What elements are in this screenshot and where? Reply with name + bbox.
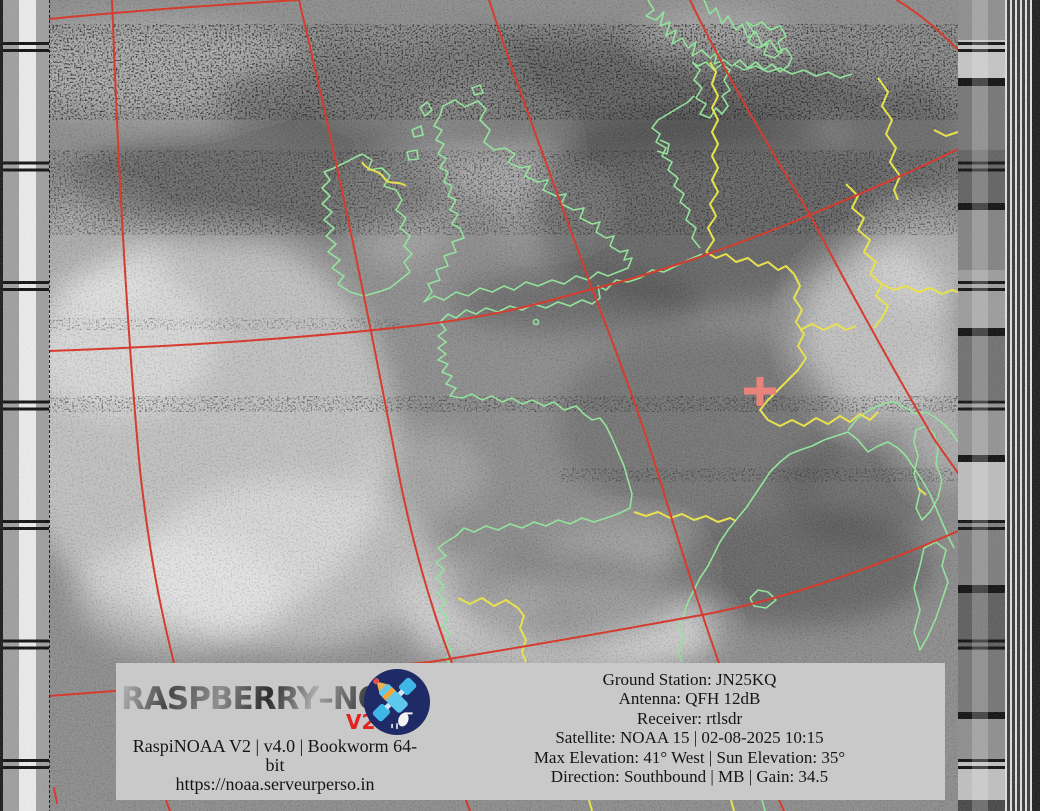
border-pyrenees <box>633 511 737 523</box>
coast-sardinia <box>913 541 949 651</box>
longitude-line-2 <box>298 0 453 664</box>
coast-denmark <box>691 61 731 119</box>
footer-version-line: RaspiNOAA V2 | v4.0 | Bookworm 64- <box>132 736 418 756</box>
coast-stub-below-footer <box>761 799 766 811</box>
coast-spain-east <box>677 519 737 663</box>
footer-info-line: Antenna: QFH 12dB <box>618 689 761 709</box>
footer-version-line-wrap: bit <box>265 755 285 775</box>
border-rhine-alps <box>759 273 879 427</box>
footer-info-line: Direction: Southbound | MB | Gain: 34.5 <box>550 767 829 787</box>
ground-station-marker <box>744 377 776 406</box>
border-germany-poland <box>877 77 901 201</box>
footer-url: https://noaa.serveurperso.in <box>175 774 375 794</box>
coast-balearic <box>749 589 777 609</box>
left-minute-markers <box>3 0 49 811</box>
longitude-line-4 <box>689 0 958 474</box>
coast-norway <box>645 0 793 73</box>
raspberry-noaa-logo: RASPBERRY–NOAA V2 <box>119 666 431 737</box>
border-spain-portugal <box>457 597 527 663</box>
coast-ireland <box>321 153 413 297</box>
right-telemetry-highlight <box>972 0 988 811</box>
footer-info-line: Satellite: NOAA 15 | 02-08-2025 10:15 <box>555 728 824 748</box>
longitude-line-1 <box>111 0 175 664</box>
coast-baltic <box>733 63 853 79</box>
latitude-line-2 <box>49 148 958 352</box>
border-far-east <box>933 129 958 137</box>
border-austria-east <box>881 283 958 295</box>
border-corsica-mark <box>917 487 927 496</box>
latitude-line-1 <box>49 0 299 20</box>
right-edge-black <box>1032 0 1040 811</box>
right-sync-stripes <box>1005 0 1032 811</box>
coast-adriatic <box>847 401 958 443</box>
coast-great-britain <box>423 99 633 303</box>
longitude-line-3 <box>488 0 720 664</box>
cloud-shading <box>49 6 958 676</box>
coast-mediterranean <box>735 431 955 549</box>
coast-sweden <box>745 21 787 59</box>
coast-hebrides <box>406 84 484 161</box>
border-northern-ireland <box>361 161 407 187</box>
footer-left-column: RASPBERRY–NOAA V2 <box>116 663 434 800</box>
coast-corsica <box>913 425 943 521</box>
border-switzerland-north <box>799 323 857 331</box>
coast-channel-islands <box>532 318 540 326</box>
footer-info-line: Ground Station: JN25KQ <box>602 670 777 689</box>
satellite-badge-icon <box>364 669 430 735</box>
longitude-line-5 <box>896 0 958 51</box>
border-france-belgium <box>705 251 795 275</box>
coast-france-iberia <box>435 253 703 665</box>
footer-station-info: Ground Station: JN25KQ Antenna: QFH 12dB R… <box>434 663 945 800</box>
footer-info-line: Max Elevation: 41° West | Sun Elevation:… <box>533 747 846 767</box>
border-germany-czech <box>845 183 889 329</box>
border-stubs-below-footer <box>588 799 735 811</box>
coast-netherlands <box>651 95 701 249</box>
footer-info-line: Receiver: rtlsdr <box>636 708 743 728</box>
info-footer: RASPBERRY–NOAA V2 <box>116 663 945 800</box>
border-germany-netherlands <box>705 61 719 253</box>
